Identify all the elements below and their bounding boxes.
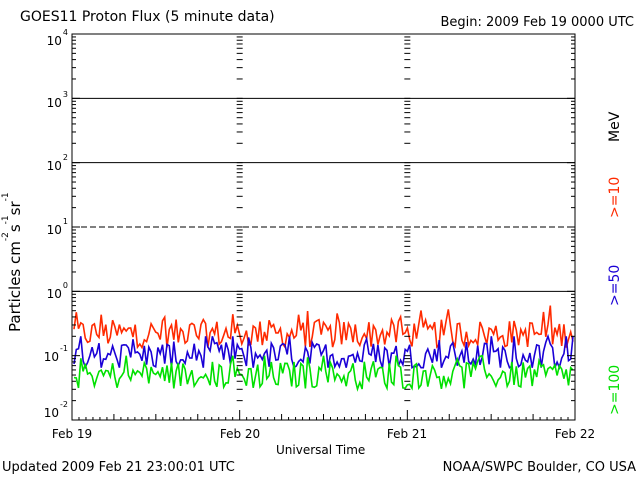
x-tick-label-feb20: Feb 20 <box>219 427 261 441</box>
y-tick-label-1e-2: 10-2 <box>43 400 68 420</box>
unit-label-mev: MeV <box>607 111 623 142</box>
x-tick-label-feb19: Feb 19 <box>51 427 93 441</box>
x-tick-label-feb22: Feb 22 <box>554 427 596 441</box>
x-tick-label-feb21: Feb 21 <box>386 427 428 441</box>
y-axis-label: Particles cm-2s-1sr-1 <box>1 192 24 332</box>
series-line-ge50 <box>73 333 574 371</box>
y-tick-label-1e0: 100 <box>46 281 68 301</box>
organization-label: NOAA/SWPC Boulder, CO USA <box>442 460 636 475</box>
updated-timestamp: Updated 2009 Feb 21 23:00:01 UTC <box>2 460 235 475</box>
x-axis-label: Universal Time <box>276 443 366 457</box>
series-label-ge50: >=50 <box>607 264 623 306</box>
y-tick-label-1e1: 101 <box>46 217 68 237</box>
y-tick-label-1e2: 102 <box>46 153 68 173</box>
data-series <box>73 305 574 392</box>
chart-title: GOES11 Proton Flux (5 minute data) <box>20 9 275 25</box>
series-line-ge10 <box>73 305 574 350</box>
y-tick-label-1e4: 104 <box>46 28 68 48</box>
series-line-ge100 <box>73 354 574 392</box>
y-tick-label-1e-1: 10-1 <box>43 344 68 364</box>
reference-lines <box>72 97 575 292</box>
series-label-ge10: >=10 <box>607 176 623 218</box>
series-label-ge100: >=100 <box>607 364 623 415</box>
plot-frame <box>71 33 576 421</box>
begin-time: Begin: 2009 Feb 19 0000 UTC <box>440 15 634 30</box>
y-tick-label-1e3: 103 <box>46 90 68 110</box>
